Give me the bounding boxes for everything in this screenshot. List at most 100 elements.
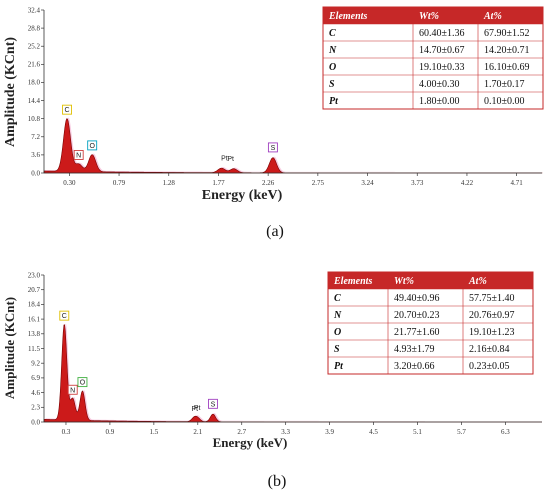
x-axis-title-b: Energy (keV)	[213, 435, 288, 450]
x-tick-label: 5.7	[457, 428, 466, 436]
x-tick-label: 2.26	[262, 179, 275, 187]
peak-label-s: S	[271, 145, 276, 152]
peak-label-pt: Pt	[191, 406, 198, 413]
peak-label-box	[62, 104, 72, 115]
peak-label-pt: Pt	[194, 405, 201, 412]
x-tick-label: 1.28	[163, 179, 176, 187]
x-tick-label: 5.1	[413, 428, 422, 436]
peak-label-box	[208, 398, 218, 409]
y-tick-label: 2.3	[31, 404, 40, 412]
table-value-cell: 4.00±0.30	[419, 79, 460, 90]
table-header-cell: Wt%	[394, 276, 414, 287]
table-value-cell: 3.20±0.66	[394, 361, 435, 372]
table-element-cell: N	[328, 45, 337, 56]
table-value-cell: 20.70±0.23	[394, 310, 440, 321]
y-tick-label: 4.6	[31, 389, 40, 397]
x-tick-label: 4.5	[369, 428, 378, 436]
table-element-cell: N	[333, 310, 342, 321]
x-ticks-a: 0.30 0.79 1.28 1.77 2.26 2.75 3.24 3.73 4.22 4.71	[63, 173, 523, 187]
panel-caption-b: (b)	[268, 473, 287, 490]
y-tick-label: 14.4	[28, 97, 41, 105]
peak-label-o: O	[89, 143, 95, 150]
table-value-cell: 21.77±1.60	[394, 327, 440, 338]
y-tick-label: 10.8	[28, 115, 41, 123]
x-tick-label: 4.22	[461, 179, 474, 187]
peak-label-c: C	[64, 107, 69, 114]
table-element-cell: Pt	[329, 96, 339, 107]
peak-label-o: O	[80, 380, 86, 387]
y-tick-label: 9.2	[31, 360, 40, 368]
y-tick-label: 18.0	[28, 79, 41, 87]
table-value-cell: 49.40±0.96	[394, 293, 440, 304]
y-tick-label: 13.8	[28, 330, 41, 338]
x-tick-label: 6.3	[501, 428, 510, 436]
peak-label-n: N	[70, 387, 75, 394]
table-value-cell: 14.70±0.67	[419, 45, 465, 56]
table-value-cell: 14.20±0.71	[484, 45, 530, 56]
table-element-cell: O	[329, 62, 336, 73]
peak-labels-a: C N O Pt Pt S	[62, 104, 278, 163]
y-tick-label: 20.7	[28, 286, 41, 294]
y-tick-label: 18.4	[28, 301, 41, 309]
panel-caption-a: (a)	[266, 223, 284, 240]
table-value-cell: 0.10±0.00	[484, 96, 525, 107]
table-header-cell: At%	[483, 11, 502, 22]
table-value-cell: 1.70±0.17	[484, 79, 525, 90]
y-ticks-a: 0.0 3.6 7.2 10.8 14.4 18.0 21.6 25.2 28.8 32.4	[28, 6, 44, 177]
x-tick-label: 3.73	[411, 179, 424, 187]
table-value-cell: 20.76±0.97	[469, 310, 515, 321]
table-element-cell: C	[334, 293, 341, 304]
table-header-cell: Elements	[333, 276, 372, 287]
y-tick-label: 21.6	[28, 61, 41, 69]
table-value-cell: 0.23±0.05	[469, 361, 510, 372]
table-header-cell: At%	[468, 276, 487, 287]
x-tick-label: 0.9	[106, 428, 115, 436]
peak-label-pt: Pt	[221, 155, 228, 162]
table-value-cell: 60.40±1.36	[419, 28, 465, 39]
x-tick-label: 2.75	[312, 179, 325, 187]
table-value-cell: 1.80±0.00	[419, 96, 460, 107]
y-tick-label: 0.0	[31, 169, 40, 177]
table-value-cell: 57.75±1.40	[469, 293, 515, 304]
x-tick-label: 1.77	[212, 179, 225, 187]
y-axis-title-b: Amplitude (KCnt)	[2, 297, 17, 399]
peak-label-box	[73, 150, 84, 160]
table-element-cell: C	[329, 28, 336, 39]
x-tick-label: 2.7	[237, 428, 246, 436]
x-tick-label: 1.5	[149, 428, 158, 436]
table-header-row	[328, 272, 533, 289]
y-tick-label: 7.2	[31, 133, 40, 141]
y-tick-label: 3.6	[31, 151, 40, 159]
y-axis-title-a: Amplitude (KCnt)	[3, 37, 18, 147]
y-tick-label: 0.0	[31, 418, 40, 426]
peak-label-box	[77, 377, 88, 388]
peak-label-c: C	[62, 313, 67, 320]
x-tick-label: 0.30	[63, 179, 76, 187]
y-tick-label: 16.1	[28, 315, 41, 323]
peak-label-pt: Pt	[227, 156, 234, 163]
y-tick-label: 23.0	[28, 271, 41, 279]
x-tick-label: 3.9	[325, 428, 334, 436]
table-value-cell: 19.10±1.23	[469, 327, 515, 338]
y-tick-label: 25.2	[28, 43, 41, 51]
table-value-cell: 67.90±1.52	[484, 28, 530, 39]
y-tick-label: 28.8	[28, 24, 41, 32]
table-value-cell: 19.10±0.33	[419, 62, 465, 73]
y-tick-label: 32.4	[28, 6, 41, 14]
x-axis-title-a: Energy (keV)	[202, 188, 283, 203]
y-tick-label: 6.9	[31, 374, 40, 382]
peak-label-box	[267, 142, 278, 153]
y-ticks-b: 0.0 2.3 4.6 6.9 9.2 11.5 13.8 16.1 18.4 20.7 23.0	[28, 271, 44, 426]
peak-label-box	[87, 140, 98, 151]
table-value-cell: 2.16±0.84	[469, 344, 510, 355]
table-element-cell: Pt	[334, 361, 344, 372]
table-header-row	[323, 7, 543, 24]
x-tick-label: 0.3	[62, 428, 71, 436]
x-tick-label: 2.1	[193, 428, 202, 436]
peak-label-n: N	[76, 152, 81, 159]
table-element-cell: O	[334, 327, 341, 338]
